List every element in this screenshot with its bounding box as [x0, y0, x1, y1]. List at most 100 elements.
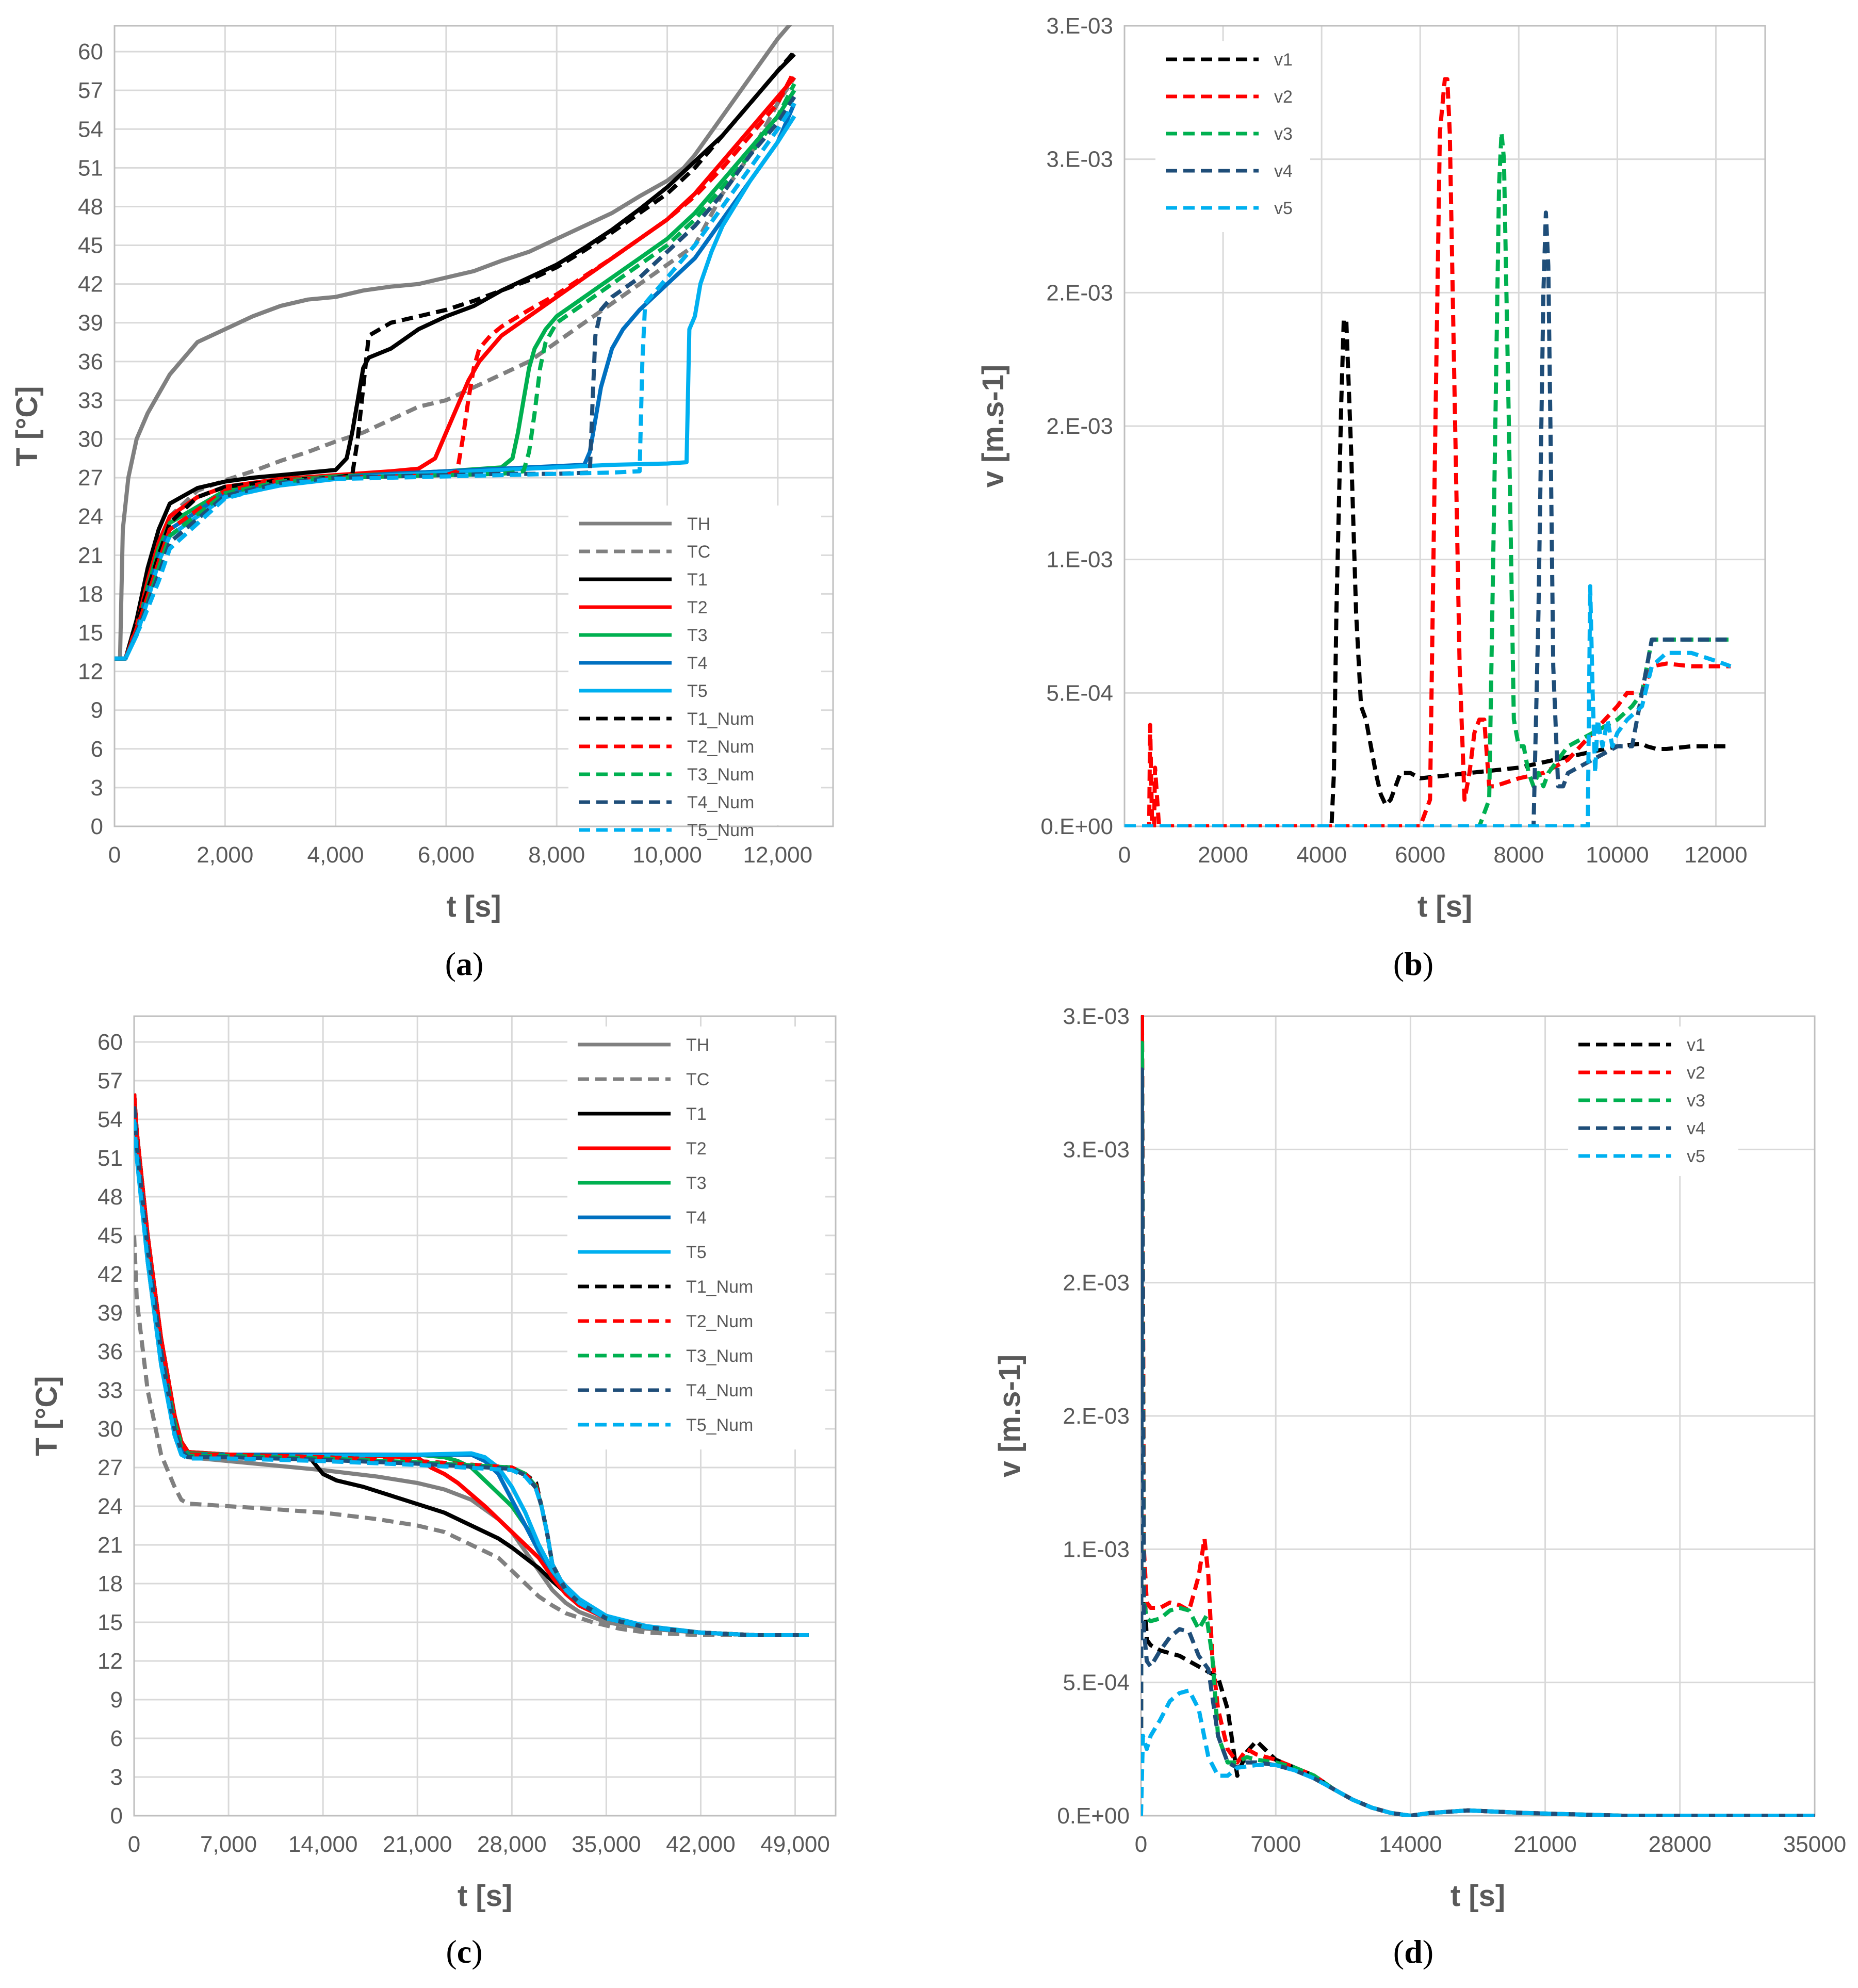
panel-d-chart: 0 7000 14000 21000 28000 35000 0.E+00 5.E-04 1.E…	[993, 1004, 1846, 1970]
legend-label: T1_Num	[687, 709, 754, 729]
panel-c-chart: 0 7,000 14,000 21,000 28,000 35,000 42,000 49,0…	[30, 1015, 837, 1970]
series-line-tc	[134, 1235, 809, 1637]
x-tick-label: 21,000	[383, 1832, 452, 1857]
legend-label: T4_Num	[686, 1381, 753, 1400]
y-tick-label: 5.E-04	[1046, 680, 1113, 706]
series-line-t4-num	[115, 95, 796, 661]
y-tick-label: 54	[78, 117, 103, 142]
y-tick-label: 21	[97, 1533, 123, 1558]
y-tick-label: 5.E-04	[1063, 1670, 1130, 1696]
x-tick-label: 49,000	[760, 1832, 830, 1857]
x-axis-title: t [s]	[446, 890, 501, 923]
x-axis-title: t [s]	[1450, 1879, 1505, 1913]
y-tick-label: 27	[97, 1455, 123, 1480]
panel-caption: (a)	[445, 946, 484, 982]
x-tick-label: 10000	[1586, 842, 1649, 868]
y-tick-label: 24	[97, 1494, 123, 1519]
legend-label: v5	[1687, 1147, 1705, 1166]
y-tick-label: 60	[97, 1030, 123, 1055]
y-tick-label: 3.E-03	[1046, 147, 1113, 172]
y-tick-label: 42	[97, 1262, 123, 1287]
x-tick-label: 8,000	[528, 842, 585, 868]
legend-label: v2	[1274, 87, 1293, 107]
legend-label: T1	[687, 570, 708, 590]
series-line-t1	[115, 53, 796, 661]
y-tick-label: 27	[78, 465, 103, 491]
series-line-v5	[1124, 584, 1732, 827]
y-tick-label: 24	[78, 504, 103, 529]
legend-label: v1	[1274, 50, 1293, 70]
x-tick-label: 28000	[1649, 1832, 1712, 1857]
legend-label: T4	[686, 1208, 707, 1228]
legend-label: T5	[687, 681, 708, 701]
y-tick-label: 54	[97, 1107, 123, 1132]
y-tick-label: 0.E+00	[1040, 814, 1113, 839]
legend-label: T2_Num	[687, 737, 754, 757]
y-tick-label: 0	[91, 814, 103, 839]
x-tick-label: 14,000	[288, 1832, 358, 1857]
x-tick-label: 35000	[1783, 1832, 1846, 1857]
y-tick-label: 36	[78, 349, 103, 374]
panel-b-chart: 0 2000 4000 6000 8000 10000 12000 0.E+00 5.E-04 1…	[976, 13, 1766, 982]
x-axis-title: t [s]	[1417, 890, 1472, 923]
panel-caption: (b)	[1393, 946, 1433, 982]
x-tick-label: 35,000	[572, 1832, 641, 1857]
x-tick-label: 2000	[1198, 842, 1248, 868]
y-tick-label: 18	[97, 1571, 123, 1596]
y-tick-label: 0.E+00	[1057, 1803, 1130, 1829]
legend-label: T1	[686, 1104, 707, 1124]
y-tick-label: 51	[97, 1146, 123, 1171]
x-tick-label: 7000	[1250, 1832, 1301, 1857]
x-tick-label: 12,000	[743, 842, 813, 868]
y-tick-label: 33	[78, 388, 103, 413]
series-line-t5-num	[134, 1119, 809, 1637]
x-axis-title: t [s]	[458, 1879, 512, 1913]
series-line-t2-num	[115, 70, 796, 661]
legend-label: T5_Num	[687, 821, 754, 840]
y-tick-label: 2.E-03	[1063, 1404, 1130, 1429]
series-line-tc	[115, 76, 796, 661]
series-line-v4	[1141, 1067, 1815, 1817]
legend-label: T2	[687, 598, 708, 617]
x-tick-label: 12000	[1684, 842, 1747, 868]
legend-box	[567, 1026, 825, 1449]
y-tick-label: 15	[97, 1610, 123, 1635]
y-tick-label: 3.E-03	[1063, 1137, 1130, 1162]
y-tick-label: 1.E-03	[1046, 547, 1113, 573]
y-tick-label: 1.E-03	[1063, 1537, 1130, 1562]
series-line-v1	[1124, 317, 1731, 827]
y-tick-label: 0	[110, 1803, 123, 1829]
legend-label: T4_Num	[687, 793, 754, 812]
series-line-v4	[1124, 210, 1731, 827]
legend-label: T3	[687, 626, 708, 645]
x-tick-label: 6000	[1395, 842, 1445, 868]
y-tick-label: 42	[78, 272, 103, 297]
legend-label: T3_Num	[686, 1346, 753, 1366]
legend-label: T5	[686, 1243, 707, 1262]
y-tick-label: 45	[78, 233, 103, 258]
y-tick-label: 36	[97, 1339, 123, 1364]
series-line-th	[115, 25, 793, 661]
panel-caption: (d)	[1393, 1933, 1433, 1970]
legend-label: v5	[1274, 199, 1293, 218]
legend-label: T2_Num	[686, 1312, 753, 1331]
x-tick-label: 4000	[1296, 842, 1347, 868]
y-tick-label: 3.E-03	[1063, 1004, 1130, 1029]
y-axis-title: v [m.s-1]	[976, 365, 1010, 488]
y-tick-label: 3	[110, 1765, 123, 1790]
y-tick-label: 3.E-03	[1046, 13, 1113, 39]
y-tick-label: 12	[97, 1649, 123, 1674]
legend-label: T2	[686, 1139, 707, 1159]
y-axis-title: T [°C]	[30, 1376, 63, 1456]
x-tick-label: 4,000	[307, 842, 364, 868]
y-tick-label: 9	[110, 1687, 123, 1713]
x-tick-label: 14000	[1379, 1832, 1442, 1857]
legend-label: T4	[687, 654, 708, 673]
legend-label: TC	[686, 1070, 709, 1089]
y-tick-label: 2.E-03	[1063, 1270, 1130, 1296]
y-tick-label: 12	[78, 659, 103, 685]
legend-label: v1	[1687, 1035, 1705, 1055]
y-tick-label: 2.E-03	[1046, 414, 1113, 439]
y-tick-label: 30	[97, 1416, 123, 1442]
